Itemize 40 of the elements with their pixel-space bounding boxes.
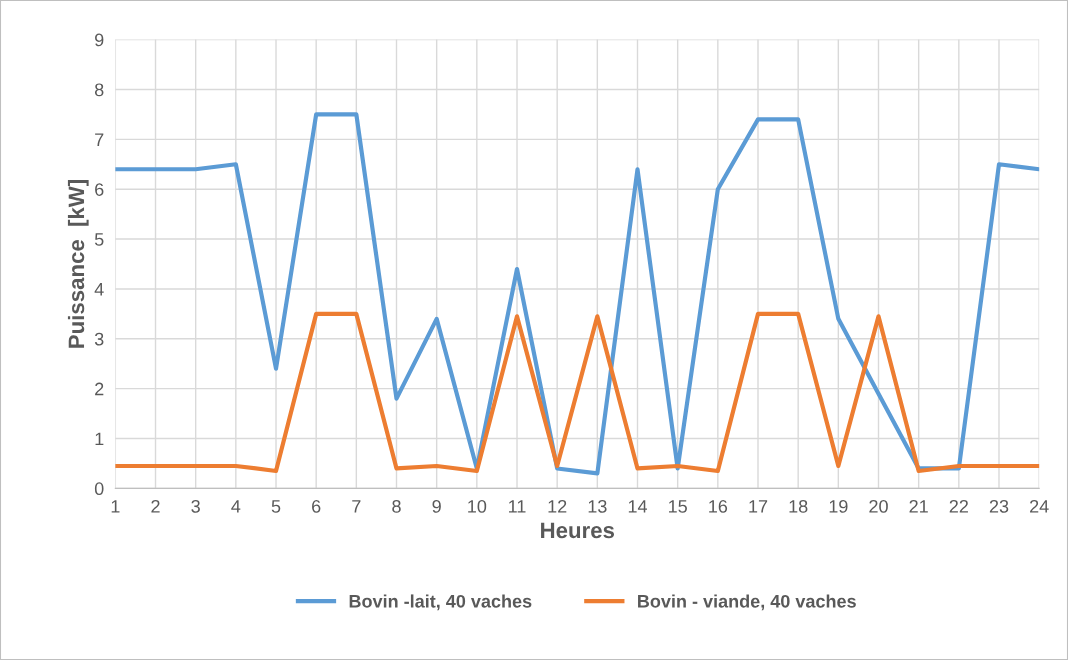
x-tick-label: 3 bbox=[191, 499, 200, 513]
x-tick-label: 16 bbox=[709, 499, 728, 513]
y-tick-label: 8 bbox=[94, 83, 104, 97]
y-tick-label: 2 bbox=[95, 382, 104, 396]
x-tick-label: 2 bbox=[151, 499, 160, 513]
y-tick-label: 5 bbox=[94, 233, 104, 246]
x-axis-title: Heures bbox=[541, 522, 615, 539]
x-tick-label: 15 bbox=[669, 500, 687, 513]
x-tick-label: 7 bbox=[352, 500, 361, 513]
x-tick-label: 1 bbox=[111, 500, 120, 513]
y-tick-label: 1 bbox=[95, 432, 104, 446]
x-tick-label: 23 bbox=[989, 499, 1009, 513]
y-tick-label: 0 bbox=[94, 482, 104, 496]
x-tick-label: 4 bbox=[231, 500, 241, 513]
y-tick-label: 7 bbox=[95, 133, 104, 146]
line-series bbox=[115, 311, 1040, 474]
x-tick-label: 24 bbox=[1030, 499, 1049, 513]
x-tick-label: 14 bbox=[628, 500, 648, 513]
y-tick-label: 6 bbox=[95, 183, 104, 196]
x-tick-label: 10 bbox=[468, 499, 487, 513]
x-tick-label: 6 bbox=[312, 499, 321, 513]
x-tick-label: 20 bbox=[869, 499, 888, 513]
legend-label: Bovin - viande, 40 vaches bbox=[638, 594, 856, 611]
x-tick-label: 21 bbox=[909, 499, 928, 513]
x-tick-label: 5 bbox=[271, 500, 281, 513]
y-tick-label: 4 bbox=[94, 283, 104, 296]
y-tick-label: 3 bbox=[94, 332, 104, 346]
x-tick-label: 17 bbox=[749, 500, 768, 513]
x-tick-label: 11 bbox=[509, 500, 526, 513]
x-tick-label: 18 bbox=[789, 499, 808, 513]
x-tick-label: 22 bbox=[949, 499, 968, 513]
y-tick-label: 9 bbox=[95, 33, 104, 47]
x-tick-label: 13 bbox=[588, 499, 607, 513]
line-series bbox=[115, 112, 1040, 476]
x-tick-label: 8 bbox=[392, 499, 401, 513]
x-tick-label: 19 bbox=[829, 499, 848, 513]
y-axis-title: Puissance [kW] bbox=[67, 180, 89, 348]
x-tick-label: 9 bbox=[432, 499, 441, 513]
legend-label: Bovin -lait, 40 vaches bbox=[349, 594, 532, 611]
x-tick-label: 12 bbox=[548, 499, 567, 513]
